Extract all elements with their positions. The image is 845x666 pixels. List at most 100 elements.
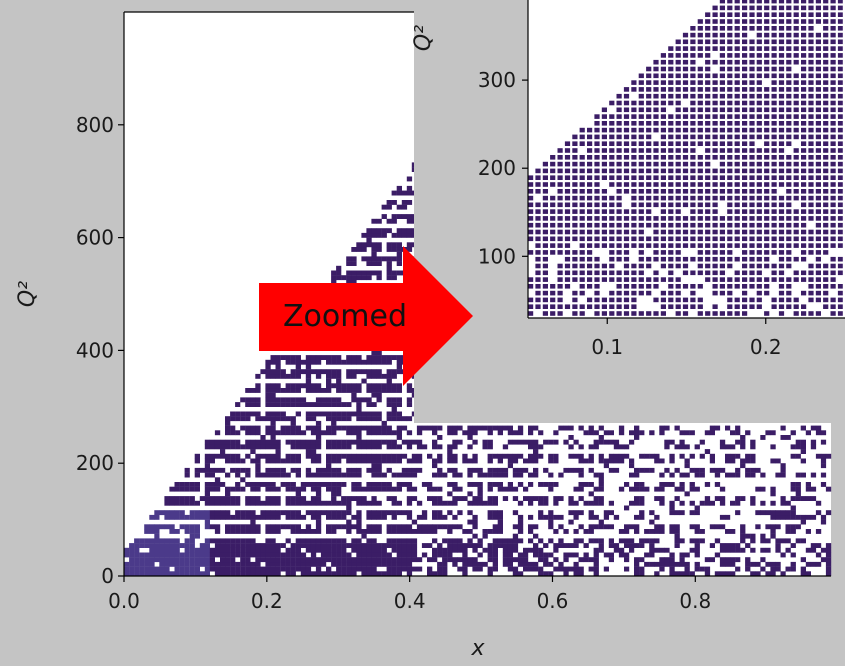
heatmap-bin xyxy=(265,388,270,393)
inset-heatmap-bin xyxy=(713,148,718,153)
heatmap-bin xyxy=(134,567,139,572)
inset-heatmap-bin xyxy=(602,121,607,126)
heatmap-bin xyxy=(124,562,129,567)
heatmap-bin xyxy=(377,350,382,355)
inset-heatmap-bin xyxy=(535,250,540,255)
heatmap-bin xyxy=(225,501,230,506)
heatmap-bin xyxy=(634,473,639,478)
heatmap-bin xyxy=(220,440,225,445)
heatmap-bin xyxy=(488,510,493,515)
heatmap-bin xyxy=(568,510,573,515)
inset-heatmap-bin xyxy=(631,304,636,309)
heatmap-bin xyxy=(614,515,619,520)
heatmap-bin xyxy=(816,543,821,548)
heatmap-bin xyxy=(346,501,351,506)
heatmap-bin xyxy=(326,416,331,421)
inset-heatmap-bin xyxy=(690,169,695,174)
heatmap-bin xyxy=(387,205,392,210)
heatmap-bin xyxy=(316,515,321,520)
heatmap-bin xyxy=(276,444,281,449)
inset-heatmap-bin xyxy=(668,216,673,221)
heatmap-bin xyxy=(260,454,265,459)
heatmap-bin xyxy=(346,473,351,478)
heatmap-bin xyxy=(659,567,664,572)
heatmap-bin xyxy=(725,562,730,567)
heatmap-bin xyxy=(341,524,346,529)
heatmap-bin xyxy=(563,567,568,572)
heatmap-bin xyxy=(271,468,276,473)
heatmap-bin xyxy=(493,473,498,478)
inset-heatmap-bin xyxy=(779,271,784,276)
heatmap-bin xyxy=(437,459,442,464)
heatmap-bin xyxy=(614,548,619,553)
heatmap-bin xyxy=(331,459,336,464)
heatmap-bin xyxy=(558,562,563,567)
heatmap-bin xyxy=(215,553,220,558)
heatmap-bin xyxy=(488,529,493,534)
inset-heatmap-bin xyxy=(779,250,784,255)
inset-heatmap-bin xyxy=(646,175,651,180)
heatmap-bin xyxy=(407,459,412,464)
heatmap-bin xyxy=(518,501,523,506)
heatmap-bin xyxy=(609,538,614,543)
inset-heatmap-bin xyxy=(631,298,636,303)
heatmap-bin xyxy=(301,538,306,543)
heatmap-bin xyxy=(371,228,376,233)
inset-heatmap-bin xyxy=(757,60,762,65)
heatmap-bin xyxy=(371,515,376,520)
heatmap-bin xyxy=(695,543,700,548)
heatmap-bin xyxy=(200,553,205,558)
heatmap-bin xyxy=(619,430,624,435)
inset-heatmap-bin xyxy=(528,203,533,208)
heatmap-bin xyxy=(402,557,407,562)
inset-heatmap-bin xyxy=(727,60,732,65)
heatmap-bin xyxy=(129,543,134,548)
heatmap-bin xyxy=(210,553,215,558)
inset-heatmap-bin xyxy=(602,175,607,180)
heatmap-bin xyxy=(654,529,659,534)
heatmap-bin xyxy=(387,219,392,224)
heatmap-bin xyxy=(311,501,316,506)
heatmap-bin xyxy=(366,426,371,431)
inset-heatmap-bin xyxy=(735,67,740,72)
inset-heatmap-bin xyxy=(690,53,695,58)
heatmap-bin xyxy=(624,444,629,449)
heatmap-bin xyxy=(371,219,376,224)
heatmap-bin xyxy=(402,538,407,543)
heatmap-bin xyxy=(291,416,296,421)
inset-heatmap-bin xyxy=(631,196,636,201)
heatmap-bin xyxy=(316,435,321,440)
heatmap-bin xyxy=(215,482,220,487)
heatmap-bin xyxy=(296,355,301,360)
inset-heatmap-bin xyxy=(823,175,828,180)
inset-heatmap-bin xyxy=(749,284,754,289)
inset-heatmap-bin xyxy=(757,175,762,180)
inset-heatmap-bin xyxy=(735,155,740,160)
inset-heatmap-bin xyxy=(698,271,703,276)
heatmap-bin xyxy=(452,454,457,459)
heatmap-bin xyxy=(366,355,371,360)
heatmap-bin xyxy=(624,506,629,511)
heatmap-bin xyxy=(159,548,164,553)
inset-heatmap-bin xyxy=(594,237,599,242)
inset-heatmap-bin xyxy=(786,298,791,303)
inset-heatmap-bin xyxy=(742,135,747,140)
inset-heatmap-bin xyxy=(808,162,813,167)
inset-heatmap-bin xyxy=(698,80,703,85)
heatmap-bin xyxy=(210,557,215,562)
inset-heatmap-bin xyxy=(639,182,644,187)
heatmap-bin xyxy=(634,430,639,435)
inset-heatmap-bin xyxy=(535,209,540,214)
heatmap-bin xyxy=(265,402,270,407)
heatmap-bin xyxy=(361,397,366,402)
heatmap-bin xyxy=(169,515,174,520)
heatmap-bin xyxy=(286,510,291,515)
inset-heatmap-bin xyxy=(713,264,718,269)
inset-heatmap-bin xyxy=(794,94,799,99)
heatmap-bin xyxy=(594,538,599,543)
inset-heatmap-bin xyxy=(572,311,577,316)
inset-heatmap-bin xyxy=(646,203,651,208)
inset-heatmap-bin xyxy=(749,304,754,309)
heatmap-bin xyxy=(518,538,523,543)
inset-heatmap-bin xyxy=(823,141,828,146)
